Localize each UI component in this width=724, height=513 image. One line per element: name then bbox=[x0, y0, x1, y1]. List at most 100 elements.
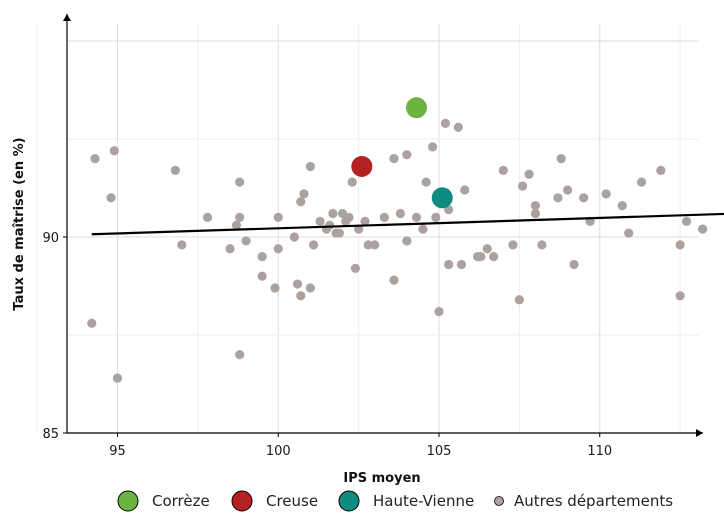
data-point bbox=[656, 165, 666, 175]
data-point bbox=[235, 177, 245, 187]
data-point bbox=[309, 240, 319, 250]
x-axis-arrow-icon bbox=[696, 429, 703, 437]
data-point bbox=[370, 240, 380, 250]
y-axis-title: Taux de maîtrise (en %) bbox=[12, 137, 27, 310]
trend-line-group bbox=[91, 212, 724, 236]
data-point bbox=[325, 220, 335, 230]
x-tick-label: 105 bbox=[427, 444, 452, 459]
legend-marker-icon bbox=[117, 490, 139, 512]
data-point bbox=[299, 189, 309, 199]
data-point bbox=[456, 259, 467, 270]
data-point bbox=[440, 118, 451, 128]
legend-marker-icon bbox=[338, 490, 360, 512]
data-point bbox=[508, 240, 518, 250]
x-tick-label: 95 bbox=[109, 444, 126, 459]
legend-label: Haute-Vienne bbox=[373, 492, 474, 510]
data-point bbox=[347, 177, 357, 187]
x-axis-title: IPS moyen bbox=[343, 471, 420, 486]
data-point bbox=[402, 150, 412, 160]
tick-labels: 951001051101151201251308590 bbox=[42, 231, 612, 459]
data-point bbox=[636, 177, 647, 187]
data-point bbox=[681, 216, 692, 226]
data-point bbox=[296, 197, 306, 207]
data-point bbox=[431, 212, 441, 222]
data-point bbox=[411, 212, 422, 222]
data-point bbox=[427, 142, 438, 152]
data-point bbox=[231, 220, 242, 230]
legend: Corrèze Creuse Haute-Vienne Autres départem… bbox=[117, 490, 673, 512]
data-point bbox=[395, 208, 406, 219]
data-point bbox=[556, 154, 566, 164]
data-point bbox=[569, 259, 579, 270]
data-point bbox=[350, 263, 361, 273]
data-point bbox=[530, 208, 541, 219]
data-points bbox=[87, 118, 708, 383]
data-point bbox=[675, 240, 685, 250]
data-point bbox=[289, 232, 299, 242]
data-point bbox=[112, 373, 123, 383]
data-point bbox=[257, 271, 267, 281]
data-point bbox=[170, 165, 180, 175]
data-point bbox=[553, 193, 563, 203]
data-point bbox=[418, 224, 428, 234]
data-point bbox=[379, 212, 389, 222]
data-point bbox=[109, 146, 119, 156]
highlight-points bbox=[351, 97, 453, 209]
data-point bbox=[675, 291, 685, 301]
data-point bbox=[296, 291, 306, 301]
data-point bbox=[354, 224, 364, 234]
data-point bbox=[524, 169, 534, 179]
data-point bbox=[235, 212, 245, 222]
data-point bbox=[453, 122, 463, 132]
data-point bbox=[421, 177, 431, 187]
data-point bbox=[315, 216, 325, 226]
data-point bbox=[305, 161, 315, 172]
data-point bbox=[530, 201, 541, 211]
data-point bbox=[537, 240, 547, 250]
data-point bbox=[328, 208, 338, 219]
data-point bbox=[273, 212, 283, 222]
data-point bbox=[444, 259, 454, 270]
data-point bbox=[106, 193, 116, 203]
data-point bbox=[498, 165, 508, 175]
data-point bbox=[563, 185, 573, 195]
data-point bbox=[257, 252, 267, 262]
data-point bbox=[334, 228, 344, 238]
data-point bbox=[624, 228, 634, 238]
x-tick-label: 100 bbox=[266, 444, 291, 459]
data-point bbox=[305, 283, 315, 293]
data-point bbox=[235, 350, 245, 360]
data-point bbox=[601, 189, 611, 199]
data-point bbox=[273, 244, 283, 254]
data-point bbox=[579, 193, 589, 203]
data-point bbox=[389, 154, 399, 164]
legend-marker-icon bbox=[231, 490, 253, 512]
data-point bbox=[698, 224, 708, 234]
data-point bbox=[90, 154, 100, 164]
data-point bbox=[389, 275, 399, 285]
highlight-point bbox=[351, 155, 373, 177]
legend-marker-icon bbox=[494, 496, 504, 506]
data-point bbox=[617, 201, 627, 211]
data-point bbox=[514, 295, 524, 305]
highlight-point bbox=[405, 97, 427, 119]
data-point bbox=[87, 318, 97, 328]
data-point bbox=[517, 181, 528, 191]
data-point bbox=[489, 252, 499, 262]
data-point bbox=[202, 212, 213, 222]
highlight-point bbox=[431, 187, 453, 209]
data-point bbox=[292, 279, 303, 289]
data-point bbox=[241, 236, 251, 246]
grid bbox=[36, 24, 699, 434]
legend-label: Creuse bbox=[266, 492, 318, 510]
legend-label: Corrèze bbox=[152, 492, 210, 510]
data-point bbox=[434, 306, 444, 317]
trend-line bbox=[91, 212, 724, 236]
data-point bbox=[225, 244, 235, 254]
y-tick-label: 90 bbox=[42, 231, 59, 246]
data-point bbox=[270, 283, 280, 293]
data-point bbox=[360, 216, 370, 226]
data-point bbox=[344, 212, 354, 222]
y-axis-arrow-icon bbox=[63, 14, 71, 21]
